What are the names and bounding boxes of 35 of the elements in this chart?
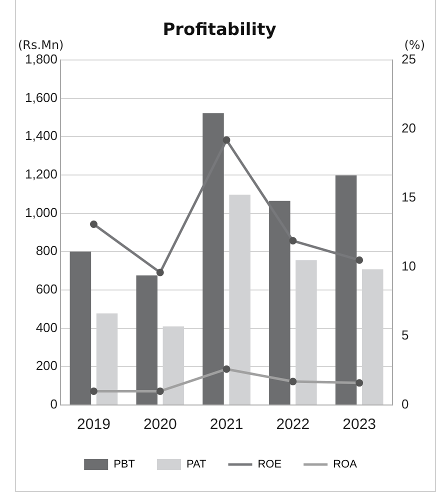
legend-label: PAT bbox=[186, 458, 207, 471]
y-tick-label: 800 bbox=[36, 243, 58, 258]
chart-title: Profitability bbox=[162, 20, 276, 40]
x-tick-label: 2022 bbox=[276, 416, 310, 434]
y2-tick-label: 15 bbox=[402, 190, 416, 205]
x-tick-label: 2023 bbox=[342, 416, 376, 434]
x-tick-label: 2020 bbox=[143, 416, 177, 434]
y-tick-label: 400 bbox=[36, 320, 58, 335]
y2-axis-title: (%) bbox=[404, 38, 425, 52]
point bbox=[156, 268, 164, 276]
legend-label: ROE bbox=[258, 458, 282, 471]
y2-tick-label: 10 bbox=[402, 258, 416, 274]
point bbox=[90, 220, 98, 228]
point bbox=[222, 136, 230, 144]
y-axis-title: (Rs.Mn) bbox=[18, 38, 64, 52]
point bbox=[356, 256, 364, 264]
x-tick-label: 2019 bbox=[77, 416, 110, 434]
y-tick-label: 1,000 bbox=[24, 204, 58, 220]
y-tick-label: 0 bbox=[50, 396, 58, 412]
y2-tick-label: 5 bbox=[402, 328, 409, 343]
y2-tick-label: 0 bbox=[402, 396, 409, 412]
x-tick-label: 2021 bbox=[210, 416, 244, 434]
y2-tick-label: 25 bbox=[402, 52, 416, 67]
y-tick-label: 1,800 bbox=[24, 52, 58, 67]
legend-label: PBT bbox=[114, 458, 136, 471]
legend-label: ROA bbox=[333, 458, 358, 471]
y-tick-label: 1,600 bbox=[24, 90, 58, 105]
y-tick-label: 200 bbox=[36, 358, 58, 374]
y2-tick-label: 20 bbox=[402, 120, 416, 136]
y-tick-label: 1,400 bbox=[24, 128, 58, 144]
bar bbox=[70, 252, 92, 404]
bar bbox=[136, 275, 158, 404]
y-tick-label: 600 bbox=[36, 282, 58, 297]
point bbox=[289, 237, 297, 245]
y-tick-label: 1,200 bbox=[24, 166, 58, 182]
